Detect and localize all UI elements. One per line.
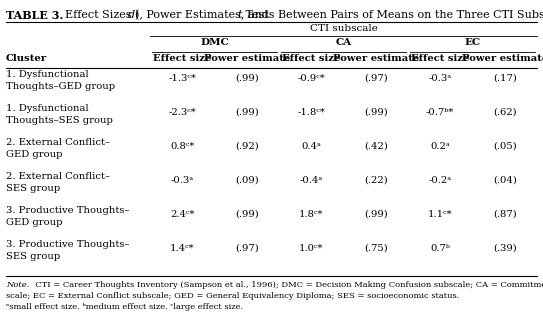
Text: (.75): (.75) xyxy=(364,244,388,253)
Text: 0.4ᵃ: 0.4ᵃ xyxy=(301,142,321,151)
Text: -2.3ᶜ*: -2.3ᶜ* xyxy=(168,108,196,117)
Text: CA: CA xyxy=(336,38,351,47)
Text: Effect Sizes (: Effect Sizes ( xyxy=(58,10,140,20)
Text: 1.0ᶜ*: 1.0ᶜ* xyxy=(299,244,324,253)
Text: -0.4ᵃ: -0.4ᵃ xyxy=(300,176,323,185)
Text: 0.7ᵇ: 0.7ᵇ xyxy=(430,244,450,253)
Text: (.99): (.99) xyxy=(235,108,258,117)
Text: (.97): (.97) xyxy=(364,74,388,83)
Text: Thoughts–GED group: Thoughts–GED group xyxy=(6,82,115,91)
Text: Tests Between Pairs of Means on the Three CTI Subscales: Tests Between Pairs of Means on the Thre… xyxy=(242,10,543,20)
Text: 3. Productive Thoughts–: 3. Productive Thoughts– xyxy=(6,206,129,215)
Text: SES group: SES group xyxy=(6,252,60,261)
Text: SES group: SES group xyxy=(6,184,60,193)
Text: (.99): (.99) xyxy=(235,74,258,83)
Text: (.99): (.99) xyxy=(364,108,388,117)
Text: (.17): (.17) xyxy=(493,74,517,83)
Text: (.87): (.87) xyxy=(493,210,516,219)
Text: Power estimate: Power estimate xyxy=(204,54,290,63)
Text: EC: EC xyxy=(464,38,481,47)
Text: Effect size: Effect size xyxy=(411,54,470,63)
Text: DMC: DMC xyxy=(200,38,229,47)
Text: scale; EC = External Conflict subscale; GED = General Equivalency Diploma; SES =: scale; EC = External Conflict subscale; … xyxy=(6,292,459,300)
Text: -1.3ᶜ*: -1.3ᶜ* xyxy=(168,74,196,83)
Text: -0.9ᶜ*: -0.9ᶜ* xyxy=(298,74,325,83)
Text: 2. External Conflict–: 2. External Conflict– xyxy=(6,138,110,147)
Text: 1. Dysfunctional: 1. Dysfunctional xyxy=(6,104,89,113)
Text: 1. Dysfunctional: 1. Dysfunctional xyxy=(6,70,89,79)
Text: (.42): (.42) xyxy=(364,142,388,151)
Text: (.62): (.62) xyxy=(493,108,516,117)
Text: 0.8ᶜ*: 0.8ᶜ* xyxy=(170,142,194,151)
Text: (.04): (.04) xyxy=(493,176,517,185)
Text: (.39): (.39) xyxy=(493,244,516,253)
Text: 0.2ᵃ: 0.2ᵃ xyxy=(431,142,450,151)
Text: (.99): (.99) xyxy=(235,210,258,219)
Text: Power estimate: Power estimate xyxy=(462,54,543,63)
Text: 2.4ᶜ*: 2.4ᶜ* xyxy=(170,210,194,219)
Text: Note.: Note. xyxy=(6,281,29,289)
Text: (.99): (.99) xyxy=(364,210,388,219)
Text: GED group: GED group xyxy=(6,150,62,159)
Text: 2. External Conflict–: 2. External Conflict– xyxy=(6,172,110,181)
Text: t: t xyxy=(237,10,242,20)
Text: Effect size: Effect size xyxy=(282,54,340,63)
Text: -0.3ᵃ: -0.3ᵃ xyxy=(171,176,194,185)
Text: ᵃsmall effect size. ᵇmedium effect size. ᶜlarge effect size.: ᵃsmall effect size. ᵇmedium effect size.… xyxy=(6,303,243,311)
Text: Thoughts–SES group: Thoughts–SES group xyxy=(6,116,113,125)
Text: ), Power Estimates, and: ), Power Estimates, and xyxy=(135,10,272,20)
Text: TABLE 3.: TABLE 3. xyxy=(6,10,64,21)
Text: d: d xyxy=(128,10,135,20)
Text: -0.3ᵃ: -0.3ᵃ xyxy=(428,74,452,83)
Text: Cluster: Cluster xyxy=(6,54,47,63)
Text: -0.7ᵇ*: -0.7ᵇ* xyxy=(426,108,454,117)
Text: (.92): (.92) xyxy=(235,142,258,151)
Text: 1.4ᶜ*: 1.4ᶜ* xyxy=(170,244,194,253)
Text: GED group: GED group xyxy=(6,218,62,227)
Text: -1.8ᶜ*: -1.8ᶜ* xyxy=(298,108,325,117)
Text: CTI = Career Thoughts Inventory (Sampson et al., 1996); DMC = Decision Making Co: CTI = Career Thoughts Inventory (Sampson… xyxy=(30,281,543,289)
Text: CTI subscale: CTI subscale xyxy=(310,24,377,33)
Text: 3. Productive Thoughts–: 3. Productive Thoughts– xyxy=(6,240,129,249)
Text: Power estimate: Power estimate xyxy=(333,54,419,63)
Text: (.09): (.09) xyxy=(235,176,258,185)
Text: 1.8ᶜ*: 1.8ᶜ* xyxy=(299,210,324,219)
Text: (.97): (.97) xyxy=(235,244,258,253)
Text: (.05): (.05) xyxy=(493,142,516,151)
Text: Effect size: Effect size xyxy=(153,54,211,63)
Text: (.22): (.22) xyxy=(364,176,388,185)
Text: 1.1ᶜ*: 1.1ᶜ* xyxy=(428,210,452,219)
Text: -0.2ᵃ: -0.2ᵃ xyxy=(428,176,452,185)
